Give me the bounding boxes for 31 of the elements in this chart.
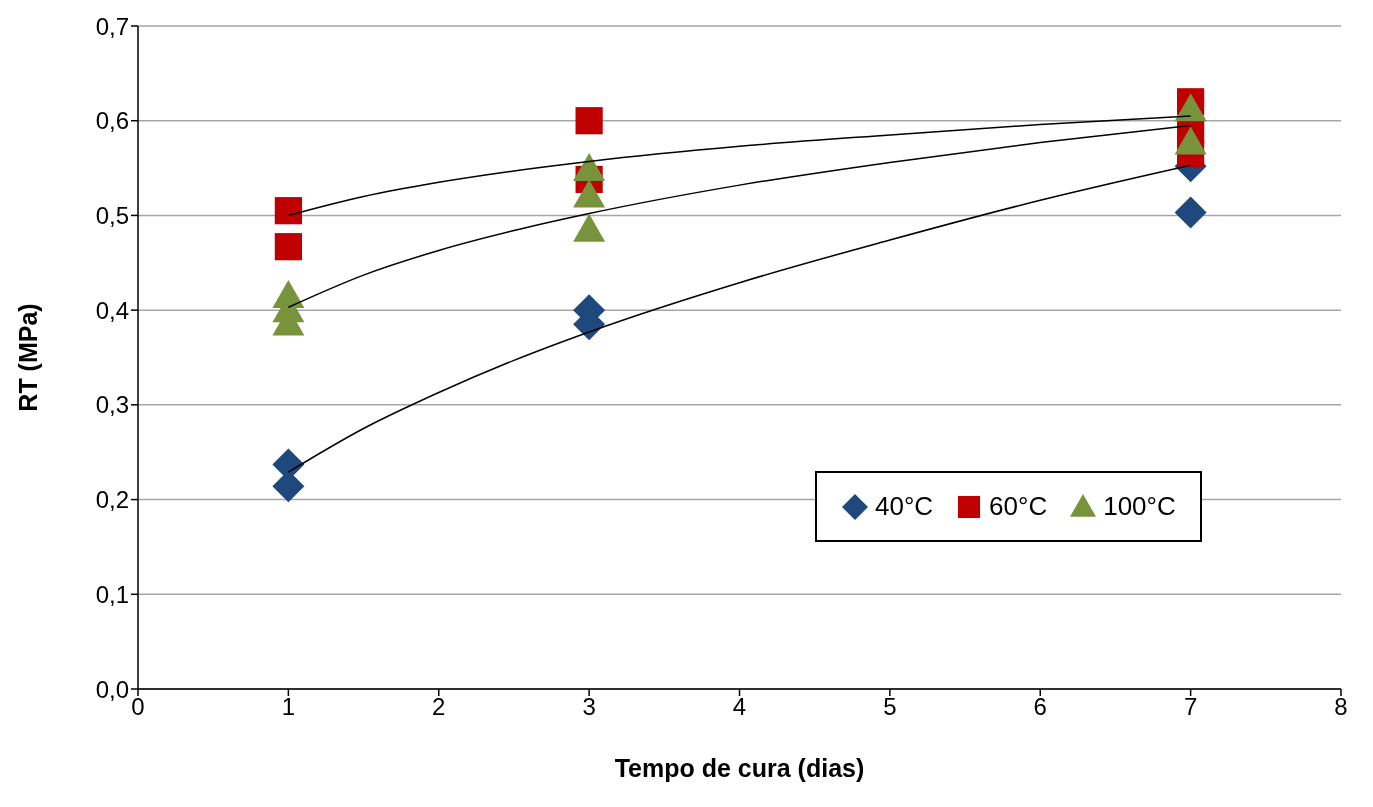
point xyxy=(573,179,606,208)
y-tick-label: 0,7 xyxy=(95,12,129,40)
y-tick-label: 0,2 xyxy=(95,486,129,514)
point xyxy=(573,213,606,242)
point xyxy=(575,107,603,135)
point xyxy=(1174,93,1207,122)
point xyxy=(274,233,302,261)
y-tick-label: 0,6 xyxy=(95,107,129,135)
y-tick-label: 0,3 xyxy=(95,391,129,419)
x-tick-label: 3 xyxy=(582,693,596,721)
point xyxy=(573,153,606,182)
y-tick-label: 0,0 xyxy=(95,675,129,703)
y-tick-label: 0,5 xyxy=(95,201,129,229)
x-axis-title: Tempo de cura (dias) xyxy=(614,754,865,782)
legend-label: 60°C xyxy=(989,491,1048,522)
x-tick-label: 1 xyxy=(281,693,296,721)
x-tick-label: 4 xyxy=(732,693,747,721)
y-axis-title: RT (MPa) xyxy=(13,303,42,412)
x-tick-label: 8 xyxy=(1334,693,1348,721)
x-tick-label: 7 xyxy=(1183,693,1198,721)
x-tick-label: 6 xyxy=(1033,693,1047,721)
x-tick-label: 0 xyxy=(131,693,145,721)
y-tick-label: 0,1 xyxy=(95,580,129,608)
x-tick-label: 2 xyxy=(432,693,446,721)
point xyxy=(274,197,302,225)
y-tick-label: 0,4 xyxy=(95,296,129,324)
x-tick-label: 5 xyxy=(883,693,897,721)
point xyxy=(1174,196,1207,229)
legend-label: 40°C xyxy=(875,491,934,522)
point xyxy=(1174,126,1207,155)
legend-label: 100°C xyxy=(1103,491,1176,522)
